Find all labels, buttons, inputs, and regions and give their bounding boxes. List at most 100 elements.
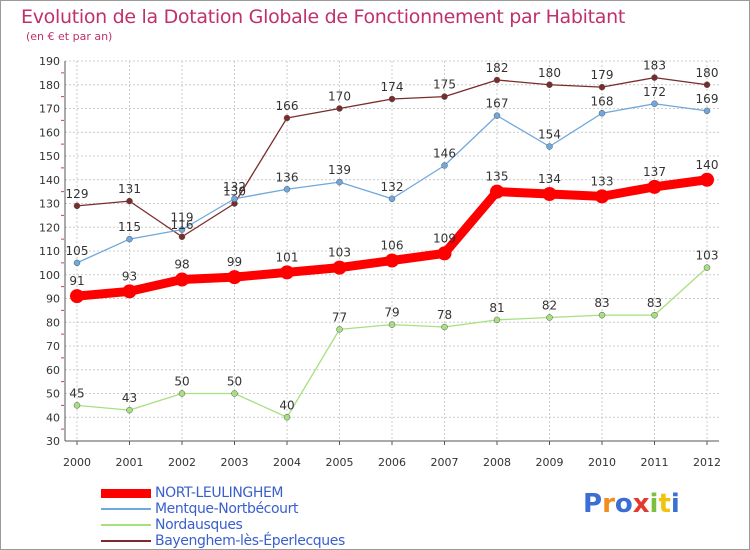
data-point — [595, 189, 609, 204]
y-tick-label: 70 — [46, 340, 60, 353]
data-point — [703, 264, 711, 271]
data-point — [126, 197, 133, 205]
legend-item: Mentque-Nortbécourt — [101, 501, 345, 517]
x-tick-label: 2010 — [588, 456, 616, 469]
data-label: 40 — [279, 398, 294, 412]
data-point — [336, 178, 343, 186]
y-tick-label: 170 — [39, 103, 60, 116]
legend-swatch — [101, 508, 151, 510]
logo-letter: P — [583, 489, 603, 519]
data-label: 82 — [542, 299, 557, 313]
data-point — [542, 187, 557, 201]
y-tick-label: 100 — [39, 269, 60, 282]
data-label: 98 — [174, 258, 189, 272]
data-label: 77 — [332, 310, 347, 324]
data-point — [703, 107, 711, 115]
data-point — [598, 110, 606, 117]
legend-label: Bayenghem-lès-Éperlecques — [155, 533, 345, 549]
data-label: 83 — [594, 296, 609, 310]
data-point — [227, 270, 242, 285]
data-label: 83 — [647, 296, 662, 310]
data-point — [126, 406, 133, 414]
y-tick-label: 180 — [39, 79, 60, 92]
chart-subtitle: (en € et par an) — [26, 30, 113, 43]
data-label: 167 — [486, 97, 509, 111]
data-label: 45 — [69, 386, 84, 400]
x-tick-label: 2000 — [63, 456, 91, 469]
data-label: 175 — [433, 78, 456, 92]
chart-title: Evolution de la Dotation Globale de Fonc… — [21, 6, 626, 28]
data-label: 129 — [66, 187, 89, 201]
data-label: 101 — [276, 250, 299, 264]
logo-letter: i — [649, 489, 659, 519]
data-point — [546, 314, 553, 321]
data-label: 133 — [591, 174, 614, 188]
data-label: 172 — [643, 85, 666, 99]
data-label: 130 — [223, 185, 246, 199]
data-point — [70, 289, 84, 304]
y-tick-label: 40 — [46, 411, 60, 424]
x-tick-label: 2008 — [483, 456, 511, 469]
y-tick-label: 90 — [46, 293, 60, 306]
data-label: 132 — [381, 180, 404, 194]
legend-item: NORT-LEULINGHEM — [101, 485, 345, 501]
x-tick-label: 2003 — [221, 456, 249, 469]
data-label: 79 — [384, 306, 399, 320]
data-labels: 129 131 116 130 166 170 174 175 182 180 179 183 180 4… — [66, 59, 719, 413]
logo-letter: r — [602, 489, 615, 519]
data-label: 154 — [538, 128, 561, 142]
x-tick-label: 2001 — [116, 456, 144, 469]
logo-letter: o — [614, 489, 633, 519]
series-lines — [70, 74, 714, 421]
data-label: 43 — [122, 391, 137, 405]
data-point — [651, 74, 658, 81]
data-label: 180 — [538, 66, 561, 80]
y-tick-label: 30 — [46, 435, 60, 448]
legend-label: Mentque-Nortbécourt — [155, 501, 299, 517]
data-point — [336, 326, 343, 333]
x-tick-label: 2004 — [273, 456, 301, 469]
y-tick-label: 190 — [39, 55, 60, 68]
data-point — [283, 114, 291, 122]
x-tick-label: 2007 — [431, 456, 459, 469]
data-label: 168 — [591, 94, 614, 108]
data-label: 103 — [328, 246, 351, 260]
x-tick-label: 2012 — [693, 456, 721, 469]
data-label: 116 — [171, 218, 194, 232]
y-tick-label: 110 — [39, 245, 60, 258]
data-label: 106 — [381, 239, 404, 253]
data-point — [178, 233, 186, 240]
data-point — [126, 235, 133, 243]
data-label: 170 — [328, 90, 351, 104]
data-point — [700, 172, 714, 187]
y-tick-label: 150 — [39, 150, 60, 163]
data-label: 91 — [69, 274, 84, 288]
data-label: 146 — [433, 147, 456, 161]
data-label: 93 — [122, 269, 137, 283]
legend-swatch — [101, 488, 151, 498]
data-point — [283, 186, 291, 193]
data-point — [283, 414, 291, 421]
y-tick-label: 120 — [39, 221, 60, 234]
data-label: 137 — [643, 165, 666, 179]
data-point — [231, 195, 238, 202]
data-label: 135 — [486, 170, 509, 184]
line-chart: 30 40 50 60 70 80 90 100 110 120 130 140 150 160 170 18… — [39, 55, 721, 469]
data-label: 99 — [227, 255, 242, 269]
data-point — [73, 202, 81, 210]
x-tick-label: 2006 — [378, 456, 406, 469]
data-point — [598, 83, 606, 91]
data-label: 182 — [486, 61, 509, 75]
data-point — [388, 195, 396, 202]
data-label: 140 — [696, 158, 719, 172]
data-point — [647, 179, 662, 194]
data-label: 183 — [643, 59, 666, 73]
data-label: 132 — [223, 180, 246, 194]
logo-letter: x — [632, 489, 650, 519]
legend-swatch — [101, 524, 151, 526]
data-label: 103 — [696, 249, 719, 263]
x-tick-label: 2002 — [168, 456, 196, 469]
data-point — [231, 390, 238, 397]
data-point — [490, 184, 504, 199]
data-point — [493, 112, 501, 119]
